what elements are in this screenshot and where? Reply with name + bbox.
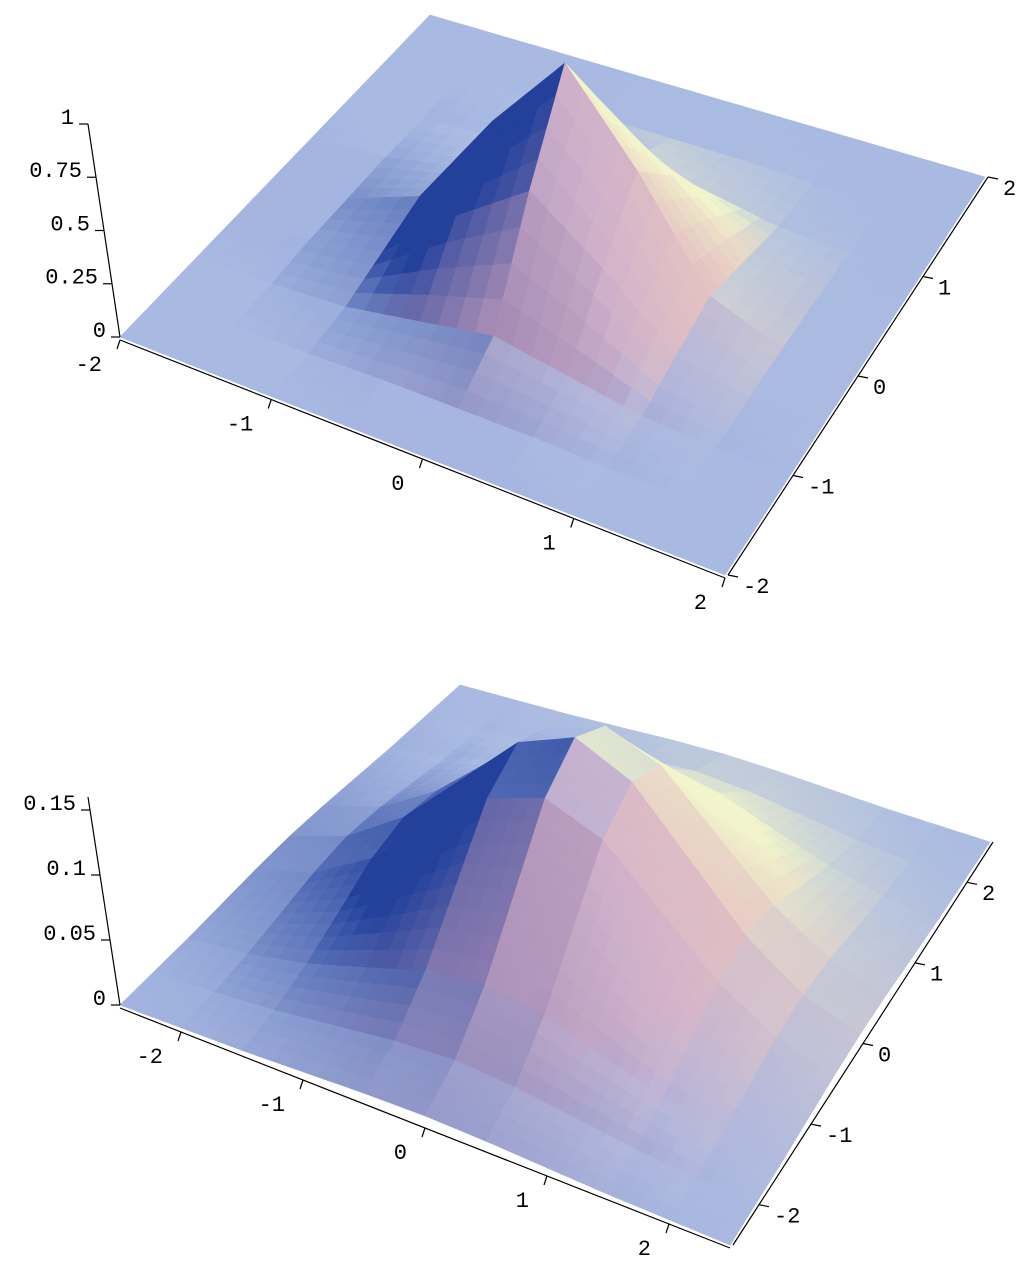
y-tick-label: 1 — [938, 276, 951, 301]
x-tick-label: 2 — [638, 1237, 651, 1262]
x-tick-label: -2 — [137, 1045, 163, 1070]
y-tick-label: -1 — [808, 475, 834, 500]
z-tick-label: 0.05 — [43, 922, 96, 947]
y-tick — [810, 1123, 822, 1127]
y-tick-label: 0 — [873, 376, 886, 401]
x-tick-label: 1 — [516, 1189, 529, 1214]
y-tick — [987, 176, 999, 180]
z-tick-label: 0.5 — [50, 212, 90, 237]
y-tick — [857, 375, 869, 379]
x-tick — [570, 518, 575, 528]
x-tick-label: -1 — [259, 1093, 285, 1118]
z-tick-label: 0 — [93, 987, 106, 1012]
y-tick-label: 2 — [1003, 177, 1016, 202]
x-tick-label: 2 — [694, 591, 707, 616]
y-tick — [862, 1042, 874, 1047]
y-tick-label: 1 — [930, 963, 943, 988]
x-tick — [267, 399, 272, 409]
y-tick — [727, 574, 739, 578]
x-tick — [543, 1175, 548, 1186]
x-tick-label: 0 — [391, 472, 404, 497]
z-axis — [87, 796, 121, 1006]
x-tick — [418, 458, 424, 469]
y-tick — [922, 275, 934, 280]
x-tick-label: 1 — [543, 531, 556, 556]
x-tick — [116, 339, 121, 350]
x-tick — [421, 1127, 426, 1138]
y-tick — [966, 881, 978, 885]
x-tick-label: 0 — [394, 1141, 407, 1166]
y-tick-label: -2 — [774, 1205, 800, 1230]
x-tick-label: -1 — [227, 412, 253, 437]
surface — [119, 14, 986, 576]
z-tick-label: 0.25 — [45, 266, 98, 291]
y-tick — [758, 1204, 770, 1208]
y-tick-label: 2 — [982, 882, 995, 907]
z-tick-label: 0 — [93, 319, 106, 344]
y-tick-label: 0 — [878, 1043, 891, 1068]
surface-patch — [705, 554, 734, 576]
y-tick — [914, 962, 926, 966]
z-tick-label: 0.75 — [29, 159, 82, 184]
x-tick — [177, 1031, 182, 1042]
z-tick-label: 1 — [61, 106, 74, 131]
y-tick — [792, 474, 804, 479]
x-tick — [721, 577, 726, 588]
z-tick-label: 0.15 — [23, 792, 76, 817]
x-tick — [299, 1079, 304, 1090]
z-tick-label: 0.1 — [46, 857, 86, 882]
y-tick-label: -2 — [743, 575, 769, 600]
surface — [119, 684, 991, 1246]
y-tick-label: -1 — [826, 1124, 852, 1149]
x-tick — [665, 1223, 670, 1234]
x-tick-label: -2 — [76, 353, 102, 378]
surface-patch — [714, 1227, 737, 1246]
